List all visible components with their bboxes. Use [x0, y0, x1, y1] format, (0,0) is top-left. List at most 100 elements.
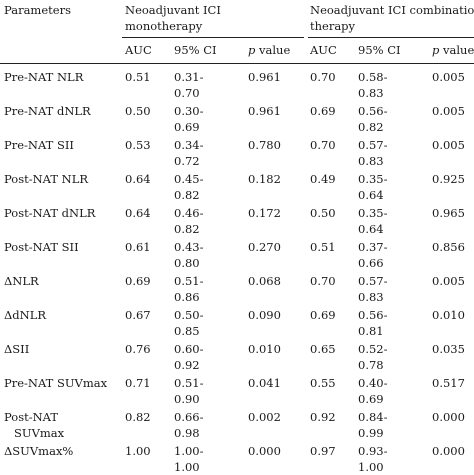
subheader-ci-1: 95% CI	[174, 43, 217, 57]
cell-p-mono: 0.172	[248, 206, 281, 220]
cell-ci-mono-high: 0.86	[174, 290, 200, 304]
cell-ci-combo-high: 0.69	[358, 392, 384, 406]
cell-parameter: ΔSUVmax%	[4, 444, 74, 458]
cell-auc-mono: 0.69	[125, 274, 151, 288]
cell-parameter: ΔSII	[4, 342, 30, 356]
cell-ci-mono-low: 0.45-	[174, 172, 204, 186]
subheader-value-word: value	[255, 43, 291, 57]
cell-ci-combo-high: 0.78	[358, 358, 384, 372]
cell-auc-combo: 0.69	[310, 104, 336, 118]
cell-p-combo: 0.005	[432, 104, 465, 118]
cell-p-combo: 0.010	[432, 308, 465, 322]
cell-p-combo: 0.965	[432, 206, 465, 220]
cell-parameter: Post-NAT NLR	[4, 172, 89, 186]
cell-ci-mono-high: 0.80	[174, 256, 200, 270]
subheader-ci-2: 95% CI	[358, 43, 401, 57]
cell-p-combo: 0.517	[432, 376, 465, 390]
cell-auc-combo: 0.49	[310, 172, 336, 186]
cell-ci-combo-low: 0.52-	[358, 342, 388, 356]
cell-auc-mono: 0.51	[125, 70, 151, 84]
cell-parameter: SUVmax	[14, 426, 65, 440]
cell-p-combo: 0.005	[432, 274, 465, 288]
cell-p-mono: 0.010	[248, 342, 281, 356]
cell-ci-combo-high: 0.81	[358, 324, 384, 338]
cell-auc-mono: 0.76	[125, 342, 151, 356]
cell-p-combo: 0.035	[432, 342, 465, 356]
cell-ci-combo-low: 0.56-	[358, 104, 388, 118]
cell-ci-mono-high: 0.70	[174, 86, 200, 100]
cell-ci-mono-high: 0.98	[174, 426, 200, 440]
cell-ci-mono-high: 0.85	[174, 324, 200, 338]
cell-ci-combo-low: 0.37-	[358, 240, 388, 254]
cell-auc-mono: 0.53	[125, 138, 151, 152]
cell-ci-combo-high: 1.00	[358, 460, 384, 474]
cell-parameter: Post-NAT SII	[4, 240, 79, 254]
cell-ci-mono-low: 0.31-	[174, 70, 204, 84]
header-group-monotherapy-line1: Neoadjuvant ICI	[125, 3, 221, 17]
cell-ci-combo-low: 0.84-	[358, 410, 388, 424]
cell-auc-mono: 0.82	[125, 410, 151, 424]
cell-auc-mono: 0.67	[125, 308, 151, 322]
subheader-pvalue-1: p value	[248, 42, 290, 58]
header-bottom-rule	[0, 63, 474, 64]
cell-ci-mono-low: 0.51-	[174, 376, 204, 390]
cell-ci-combo-high: 0.99	[358, 426, 384, 440]
cell-p-mono: 0.182	[248, 172, 281, 186]
cell-parameter: Pre-NAT SUVmax	[4, 376, 108, 390]
cell-ci-combo-low: 0.58-	[358, 70, 388, 84]
cell-auc-combo: 0.97	[310, 444, 336, 458]
cell-ci-combo-low: 0.35-	[358, 172, 388, 186]
cell-ci-combo-low: 0.40-	[358, 376, 388, 390]
cell-auc-combo: 0.70	[310, 274, 336, 288]
cell-p-mono: 0.961	[248, 104, 281, 118]
cell-ci-mono-low: 0.43-	[174, 240, 204, 254]
cell-ci-mono-high: 0.82	[174, 188, 200, 202]
subheader-auc-1: AUC	[125, 43, 152, 57]
cell-auc-combo: 0.70	[310, 70, 336, 84]
cell-auc-combo: 0.92	[310, 410, 336, 424]
cell-auc-combo: 0.51	[310, 240, 336, 254]
header-group-combination-line2: therapy	[310, 19, 356, 33]
cell-p-mono: 0.270	[248, 240, 281, 254]
cell-ci-mono-low: 0.46-	[174, 206, 204, 220]
cell-ci-mono-low: 0.30-	[174, 104, 204, 118]
cell-auc-mono: 0.71	[125, 376, 151, 390]
cell-p-mono: 0.041	[248, 376, 281, 390]
cell-ci-combo-high: 0.66	[358, 256, 384, 270]
cell-ci-mono-high: 0.90	[174, 392, 200, 406]
cell-ci-mono-low: 1.00-	[174, 444, 204, 458]
cell-auc-mono: 0.64	[125, 172, 151, 186]
header-group-monotherapy-line2: monotherapy	[125, 19, 203, 33]
cell-p-combo: 0.000	[432, 444, 465, 458]
cell-ci-mono-low: 0.60-	[174, 342, 204, 356]
cell-p-mono: 0.961	[248, 70, 281, 84]
cell-ci-combo-high: 0.82	[358, 120, 384, 134]
subheader-auc-2: AUC	[310, 43, 337, 57]
cell-auc-mono: 1.00	[125, 444, 151, 458]
subheader-value-word: value	[439, 43, 474, 57]
cell-parameter: Pre-NAT SII	[4, 138, 74, 152]
cell-ci-mono-high: 0.92	[174, 358, 200, 372]
cell-auc-combo: 0.65	[310, 342, 336, 356]
subheader-p-letter: p	[432, 43, 440, 57]
cell-ci-combo-high: 0.83	[358, 86, 384, 100]
cell-ci-combo-low: 0.56-	[358, 308, 388, 322]
cell-p-mono: 0.068	[248, 274, 281, 288]
cell-ci-mono-low: 0.50-	[174, 308, 204, 322]
cell-parameter: Pre-NAT NLR	[4, 70, 84, 84]
cell-ci-mono-low: 0.34-	[174, 138, 204, 152]
cell-ci-mono-high: 0.82	[174, 222, 200, 236]
cell-ci-mono-low: 0.66-	[174, 410, 204, 424]
cell-p-mono: 0.002	[248, 410, 281, 424]
cell-ci-mono-high: 0.69	[174, 120, 200, 134]
cell-p-combo: 0.005	[432, 138, 465, 152]
subheader-pvalue-2: p value	[432, 42, 474, 58]
cell-parameter: Pre-NAT dNLR	[4, 104, 91, 118]
subheader-p-letter: p	[248, 43, 256, 57]
cell-ci-combo-high: 0.64	[358, 188, 384, 202]
cell-ci-combo-low: 0.35-	[358, 206, 388, 220]
cell-ci-mono-high: 0.72	[174, 154, 200, 168]
cell-parameter: Post-NAT	[4, 410, 59, 424]
cell-ci-combo-low: 0.93-	[358, 444, 388, 458]
